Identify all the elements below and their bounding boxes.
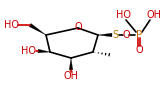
Text: HO: HO [116,10,132,20]
Text: O: O [135,45,143,55]
Polygon shape [38,49,50,53]
Text: HO: HO [20,46,35,56]
Text: OH: OH [64,71,78,81]
Polygon shape [69,58,73,70]
Text: S: S [112,30,118,40]
Text: HO: HO [4,20,18,30]
Polygon shape [98,33,112,37]
Polygon shape [29,23,46,35]
Text: P: P [136,30,142,40]
Text: OH: OH [146,10,161,20]
Text: O: O [122,30,130,40]
Text: O: O [74,22,82,32]
